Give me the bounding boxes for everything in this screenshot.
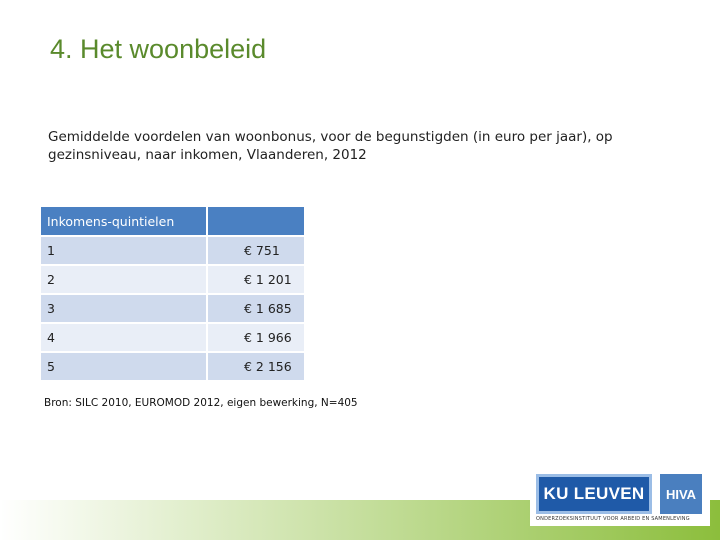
- slide-subtitle: Gemiddelde voordelen van woonbonus, voor…: [48, 129, 613, 163]
- table-row: 1 € 751: [41, 237, 304, 266]
- table-row: 5 € 2 156: [41, 353, 304, 382]
- value-cell: € 2 156: [208, 353, 304, 382]
- quintile-cell: 5: [41, 353, 208, 382]
- quintile-cell: 2: [41, 266, 208, 295]
- header-quintile: Inkomens-quintielen: [41, 207, 208, 237]
- table-row: 4 € 1 966: [41, 324, 304, 353]
- ku-leuven-logo: KU LEUVEN: [536, 474, 652, 514]
- quintile-cell: 4: [41, 324, 208, 353]
- value-cell: € 1 685: [208, 295, 304, 324]
- table-header-row: Inkomens-quintielen: [41, 207, 304, 237]
- header-value: [208, 207, 304, 237]
- income-quintile-table: Inkomens-quintielen 1 € 751 2 € 1 201 3 …: [41, 207, 304, 382]
- table-row: 3 € 1 685: [41, 295, 304, 324]
- quintile-cell: 1: [41, 237, 208, 266]
- table-row: 2 € 1 201: [41, 266, 304, 295]
- logo-tagline: ONDERZOEKSINSTITUUT VOOR ARBEID EN SAMEN…: [536, 516, 690, 522]
- source-note: Bron: SILC 2010, EUROMOD 2012, eigen bew…: [44, 397, 358, 409]
- value-cell: € 751: [208, 237, 304, 266]
- hiva-logo: HIVA: [660, 474, 702, 514]
- value-cell: € 1 201: [208, 266, 304, 295]
- value-cell: € 1 966: [208, 324, 304, 353]
- logo-area: KU LEUVEN HIVA ONDERZOEKSINSTITUUT VOOR …: [530, 470, 710, 526]
- quintile-cell: 3: [41, 295, 208, 324]
- slide-title: 4. Het woonbeleid: [50, 34, 267, 64]
